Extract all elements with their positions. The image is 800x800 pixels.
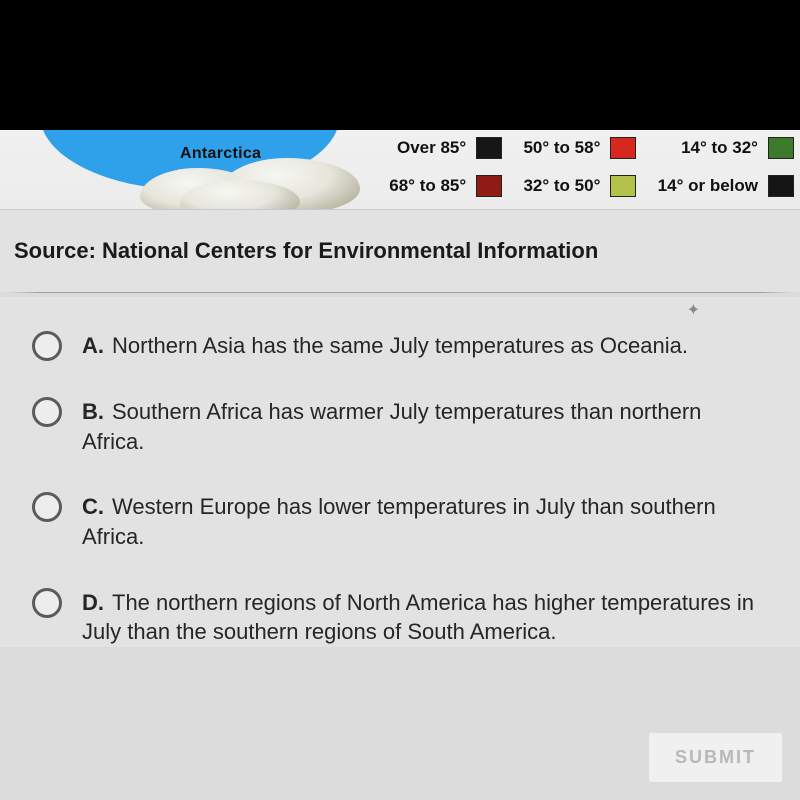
option-body: Western Europe has lower temperatures in…: [82, 494, 716, 549]
option-a[interactable]: A. Northern Asia has the same July temper…: [32, 331, 778, 361]
radio-icon[interactable]: [32, 588, 62, 618]
legend-label: 14° or below: [644, 176, 762, 196]
option-body: The northern regions of North America ha…: [82, 590, 754, 645]
option-b[interactable]: B.Southern Africa has warmer July temper…: [32, 397, 778, 456]
option-letter: D.: [82, 590, 104, 615]
legend-swatch: [476, 175, 502, 197]
antarctica-landmass: [140, 158, 340, 210]
option-body: Northern Asia has the same July temperat…: [112, 333, 688, 358]
map-legend-strip: Antarctica Over 85° 50° to 58° 14° to 32…: [0, 130, 800, 210]
option-letter: A.: [82, 333, 104, 358]
legend-label: 68° to 85°: [376, 176, 470, 196]
temperature-legend: Over 85° 50° to 58° 14° to 32° 68° to 85…: [376, 132, 796, 202]
option-body: Southern Africa has warmer July temperat…: [82, 399, 701, 454]
legend-label: 32° to 50°: [510, 176, 604, 196]
top-black-bar: [0, 0, 800, 130]
option-text: A. Northern Asia has the same July temper…: [82, 331, 688, 361]
option-text: C.Western Europe has lower temperatures …: [82, 492, 762, 551]
option-text: D.The northern regions of North America …: [82, 588, 762, 647]
answer-options: A. Northern Asia has the same July temper…: [0, 297, 800, 647]
legend-swatch: [768, 137, 794, 159]
legend-label: 14° to 32°: [644, 138, 762, 158]
option-letter: C.: [82, 494, 104, 519]
submit-button[interactable]: SUBMIT: [649, 733, 782, 782]
legend-label: Over 85°: [376, 138, 470, 158]
radio-icon[interactable]: [32, 492, 62, 522]
cursor-sparkle-icon: ✦: [687, 300, 700, 320]
option-c[interactable]: C.Western Europe has lower temperatures …: [32, 492, 778, 551]
radio-icon[interactable]: [32, 331, 62, 361]
legend-swatch: [610, 137, 636, 159]
option-d[interactable]: D.The northern regions of North America …: [32, 588, 778, 647]
option-letter: B.: [82, 399, 104, 424]
legend-swatch: [476, 137, 502, 159]
legend-swatch: [610, 175, 636, 197]
radio-icon[interactable]: [32, 397, 62, 427]
divider: [8, 292, 792, 293]
source-text: Source: National Centers for Environment…: [0, 210, 800, 292]
legend-swatch: [768, 175, 794, 197]
legend-label: 50° to 58°: [510, 138, 604, 158]
option-text: B.Southern Africa has warmer July temper…: [82, 397, 762, 456]
map-label-antarctica: Antarctica: [180, 145, 261, 163]
submit-wrap: SUBMIT: [649, 733, 782, 782]
